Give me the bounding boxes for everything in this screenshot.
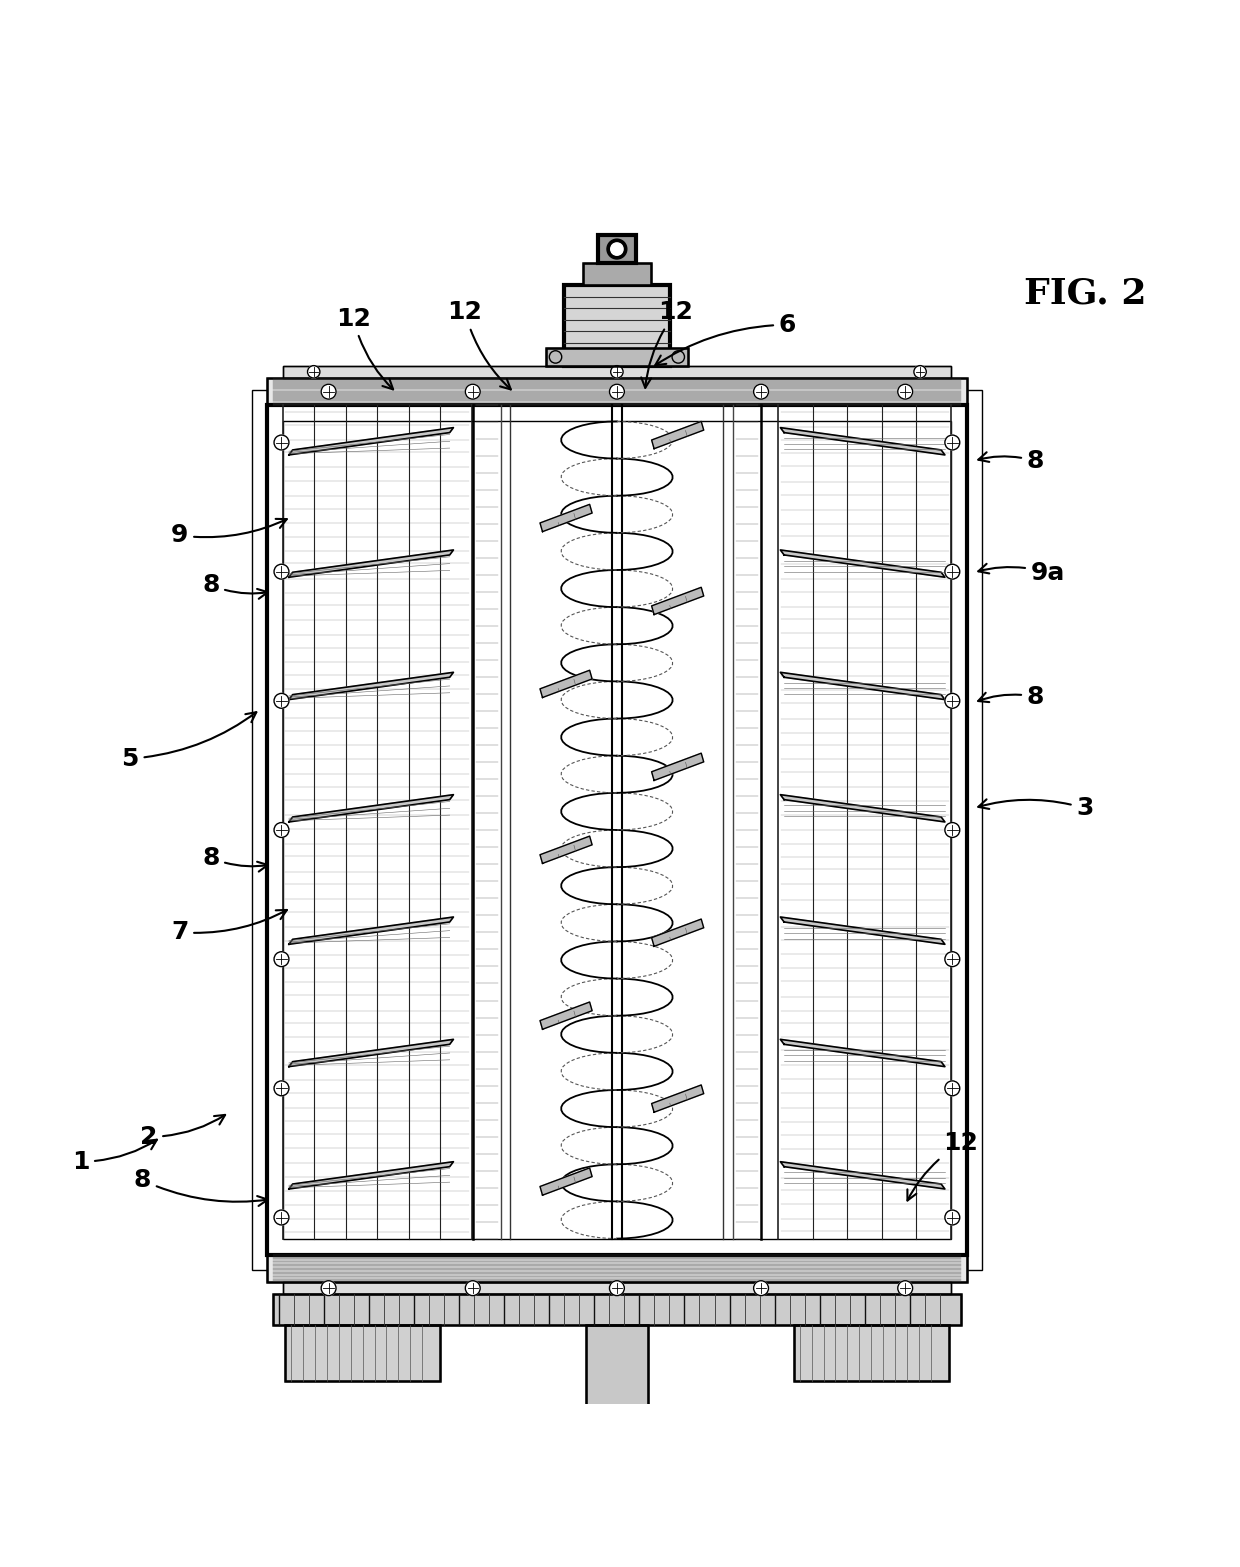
Polygon shape xyxy=(541,1167,591,1196)
Circle shape xyxy=(945,1210,960,1225)
Polygon shape xyxy=(652,1084,704,1113)
Polygon shape xyxy=(780,794,945,823)
Bar xyxy=(273,1294,961,1326)
Polygon shape xyxy=(289,428,454,454)
Polygon shape xyxy=(541,671,591,697)
Bar xyxy=(564,285,670,365)
Polygon shape xyxy=(541,505,591,531)
Circle shape xyxy=(610,365,624,378)
Circle shape xyxy=(945,823,960,837)
Polygon shape xyxy=(780,917,945,945)
Polygon shape xyxy=(780,1039,945,1067)
Bar xyxy=(546,348,688,365)
Bar xyxy=(252,390,982,1269)
Polygon shape xyxy=(780,428,945,454)
Bar xyxy=(585,1326,647,1412)
Polygon shape xyxy=(541,1001,591,1030)
Polygon shape xyxy=(652,588,704,614)
Bar xyxy=(598,235,635,263)
Circle shape xyxy=(274,693,289,708)
Text: 1: 1 xyxy=(72,1139,157,1174)
Bar xyxy=(598,235,635,263)
Text: 12: 12 xyxy=(641,301,693,387)
Circle shape xyxy=(274,564,289,580)
Polygon shape xyxy=(652,754,704,780)
Circle shape xyxy=(945,693,960,708)
Circle shape xyxy=(945,951,960,967)
Polygon shape xyxy=(541,837,591,863)
Polygon shape xyxy=(289,672,454,699)
Polygon shape xyxy=(289,794,454,823)
Text: 7: 7 xyxy=(171,910,286,945)
Bar xyxy=(267,1255,967,1282)
Circle shape xyxy=(609,384,625,400)
Circle shape xyxy=(608,240,626,259)
Circle shape xyxy=(321,1280,336,1296)
Polygon shape xyxy=(780,550,945,577)
Polygon shape xyxy=(780,1161,945,1189)
Bar xyxy=(283,1282,951,1294)
Circle shape xyxy=(754,1280,769,1296)
Bar xyxy=(283,422,951,1238)
Circle shape xyxy=(308,365,320,378)
Bar xyxy=(285,1326,440,1381)
Text: 8: 8 xyxy=(978,450,1044,473)
Text: 8: 8 xyxy=(978,685,1044,708)
Polygon shape xyxy=(652,920,704,946)
Circle shape xyxy=(274,1210,289,1225)
Bar xyxy=(546,348,688,365)
Text: 9: 9 xyxy=(171,519,286,547)
Text: 2: 2 xyxy=(140,1114,226,1149)
Polygon shape xyxy=(289,1161,454,1189)
Bar xyxy=(267,378,967,406)
Bar xyxy=(794,1326,949,1381)
Bar xyxy=(585,1326,647,1412)
Bar xyxy=(564,285,670,365)
Circle shape xyxy=(465,384,480,400)
Circle shape xyxy=(945,564,960,580)
Circle shape xyxy=(274,951,289,967)
Bar xyxy=(283,1282,951,1294)
Text: 3: 3 xyxy=(978,796,1094,820)
Bar xyxy=(267,1255,967,1282)
Circle shape xyxy=(274,1081,289,1095)
Circle shape xyxy=(609,1280,625,1296)
Text: 8: 8 xyxy=(134,1169,268,1207)
Circle shape xyxy=(274,436,289,450)
Bar xyxy=(794,1326,949,1381)
Circle shape xyxy=(465,1280,480,1296)
Circle shape xyxy=(754,384,769,400)
Bar xyxy=(583,263,651,285)
Text: 9a: 9a xyxy=(978,561,1065,584)
Circle shape xyxy=(274,823,289,837)
Bar xyxy=(267,378,967,406)
Text: FIG. 2: FIG. 2 xyxy=(1024,277,1146,310)
Bar xyxy=(285,1326,440,1381)
Bar xyxy=(273,1294,961,1326)
Circle shape xyxy=(610,243,624,255)
Text: 12: 12 xyxy=(448,301,511,390)
Circle shape xyxy=(945,1081,960,1095)
Polygon shape xyxy=(780,672,945,699)
Polygon shape xyxy=(652,422,704,448)
Bar xyxy=(583,263,651,285)
Bar xyxy=(283,365,951,378)
Polygon shape xyxy=(289,550,454,577)
Polygon shape xyxy=(289,917,454,945)
Text: 5: 5 xyxy=(122,711,257,771)
Circle shape xyxy=(898,384,913,400)
Text: 12: 12 xyxy=(336,307,393,389)
Bar xyxy=(267,406,967,1255)
Polygon shape xyxy=(289,1039,454,1067)
Text: 8: 8 xyxy=(202,846,268,871)
Circle shape xyxy=(914,365,926,378)
Text: 6: 6 xyxy=(655,313,796,365)
Circle shape xyxy=(321,384,336,400)
Bar xyxy=(283,365,951,378)
Circle shape xyxy=(945,436,960,450)
Text: 12: 12 xyxy=(908,1131,978,1200)
Circle shape xyxy=(898,1280,913,1296)
Text: 8: 8 xyxy=(202,574,268,599)
